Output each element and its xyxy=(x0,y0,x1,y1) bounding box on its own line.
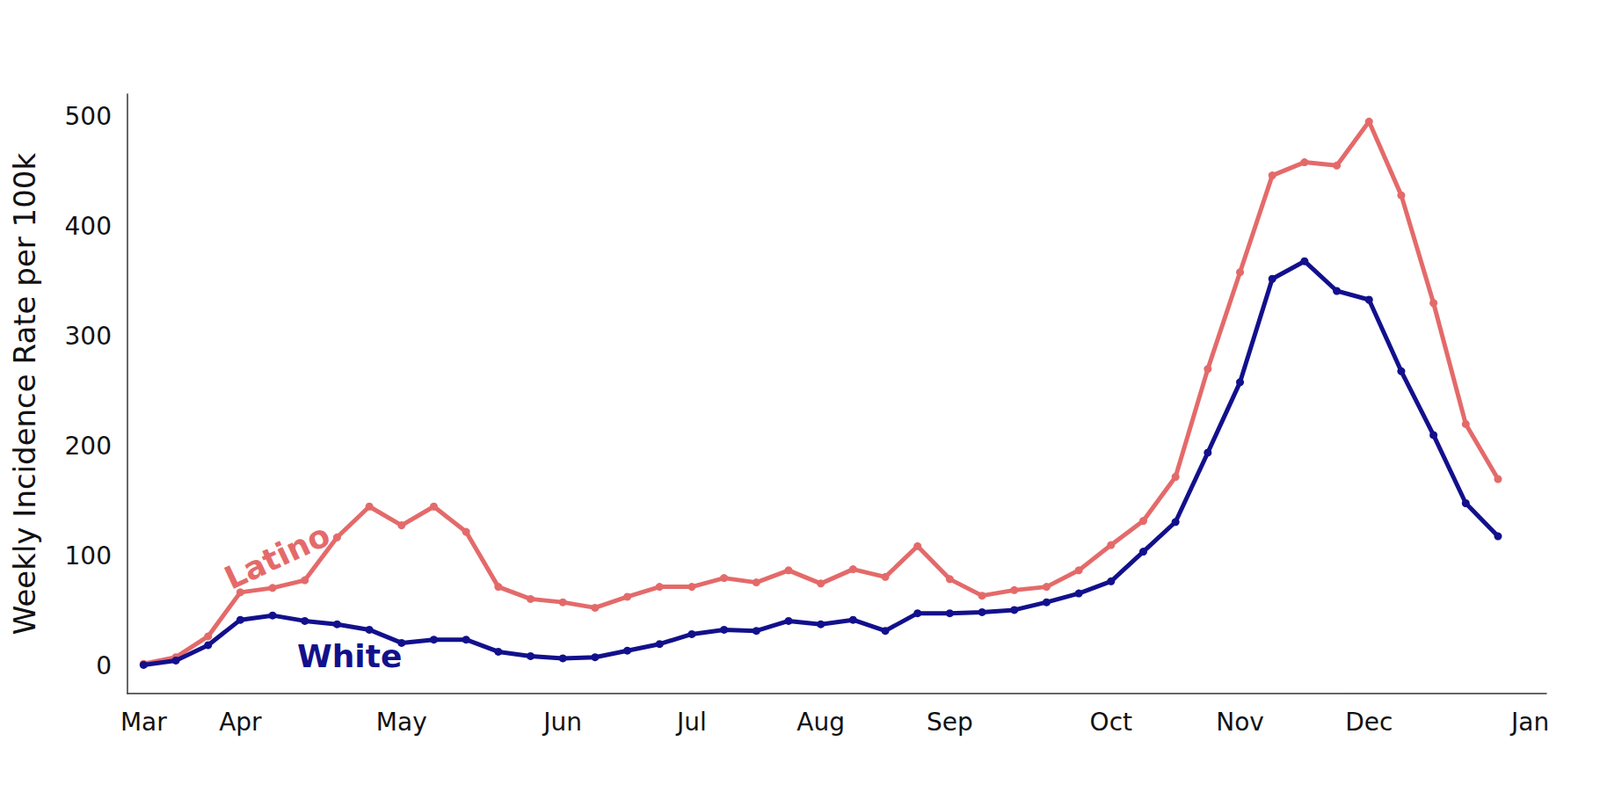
svg-text:Dec: Dec xyxy=(1345,707,1393,737)
svg-text:Jun: Jun xyxy=(541,707,582,737)
svg-text:100: 100 xyxy=(65,541,112,571)
svg-text:Nov: Nov xyxy=(1215,707,1265,737)
svg-text:500: 500 xyxy=(65,101,112,131)
svg-text:Sep: Sep xyxy=(926,707,974,737)
svg-text:Mar: Mar xyxy=(120,707,168,737)
svg-text:Jul: Jul xyxy=(675,707,707,737)
svg-text:400: 400 xyxy=(65,211,112,241)
svg-text:Latino: Latino xyxy=(218,516,336,597)
svg-text:0: 0 xyxy=(95,651,112,681)
svg-text:Weekly Incidence Rate per 100k: Weekly Incidence Rate per 100k xyxy=(7,152,43,636)
svg-text:Oct: Oct xyxy=(1090,707,1133,737)
svg-text:Jan: Jan xyxy=(1509,707,1550,737)
svg-text:Apr: Apr xyxy=(218,707,262,737)
svg-text:300: 300 xyxy=(65,321,112,351)
svg-text:200: 200 xyxy=(65,431,112,461)
svg-text:Aug: Aug xyxy=(796,707,845,737)
svg-text:White: White xyxy=(297,638,402,675)
svg-text:May: May xyxy=(376,707,428,737)
